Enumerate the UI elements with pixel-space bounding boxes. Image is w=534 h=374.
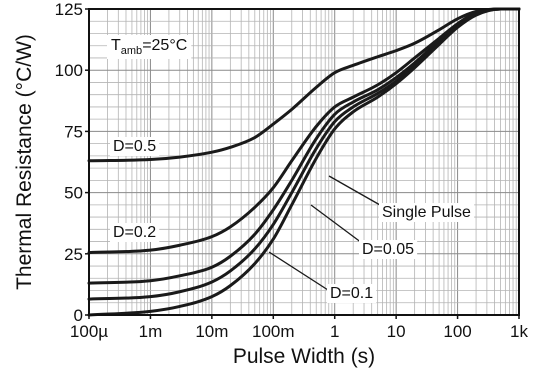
x-tick-label-10: 10 (387, 322, 406, 341)
y-tick-label-25: 25 (64, 245, 83, 264)
annotation-background (110, 223, 160, 242)
annotation-background (379, 203, 475, 222)
annotation-background (359, 240, 418, 259)
annotation-label-d-0-5: D=0.5 (113, 138, 156, 155)
annotation-label-d-0-2: D=0.2 (113, 224, 156, 241)
x-tick-label-1k: 1k (510, 322, 528, 341)
condition-subscript: amb (121, 45, 142, 57)
curves (87, 7, 521, 317)
x-tick-label-100: 100 (443, 322, 471, 341)
leader-line-d-0-05 (310, 204, 363, 244)
annotation-d-0-2: D=0.2 (110, 223, 160, 242)
x-tick-label-100m: 100m (252, 322, 295, 341)
x-tick-label-10m: 10m (195, 322, 228, 341)
annotation-label-d-0-05: D=0.05 (362, 241, 414, 258)
annotation-single-pulse: Single Pulse (328, 175, 475, 222)
leader-line-single-pulse (328, 175, 381, 206)
leader-line-d-0-1 (268, 251, 329, 291)
annotation-label-d-0-1: D=0.1 (330, 285, 373, 302)
x-axis-title: Pulse Width (s) (233, 345, 375, 368)
y-tick-label-125: 125 (55, 0, 83, 19)
y-tick-label-0: 0 (74, 306, 83, 325)
condition-prefix: T (111, 37, 121, 54)
y-axis-title: Thermal Resistance (°C/W) (13, 34, 36, 290)
annotation-d-0-1: D=0.1 (268, 251, 377, 303)
curve-single-pulse (87, 7, 521, 317)
condition-background (107, 35, 192, 59)
annotation-background (110, 137, 160, 156)
condition-text: Tamb=25°C (111, 37, 187, 57)
y-tick-label-75: 75 (64, 122, 83, 141)
annotation-d-0-05: D=0.05 (310, 204, 418, 259)
condition-suffix: =25°C (142, 37, 187, 54)
x-tick-label-1: 1 (330, 322, 339, 341)
y-tick-label-100: 100 (55, 61, 83, 80)
ambient-condition-label: Tamb=25°C (107, 35, 192, 59)
curve-d-0-5 (87, 7, 521, 163)
axes: 100µ 1m 10m 100m 1 10 100 1k 0 25 50 75 100 125 (55, 0, 529, 341)
x-tick-label-100: 100µ (70, 322, 108, 341)
plot-frame (88, 8, 520, 316)
annotation-label-single-pulse: Single Pulse (382, 204, 471, 221)
y-tick-label-50: 50 (64, 184, 83, 203)
annotation-d-0-5: D=0.5 (110, 137, 160, 156)
x-tick-label-1m: 1m (139, 322, 163, 341)
annotation-background (327, 284, 377, 303)
curve-annotations: D=0.5 D=0.2 Single Pulse D=0.05 D=0.1 (110, 137, 475, 303)
